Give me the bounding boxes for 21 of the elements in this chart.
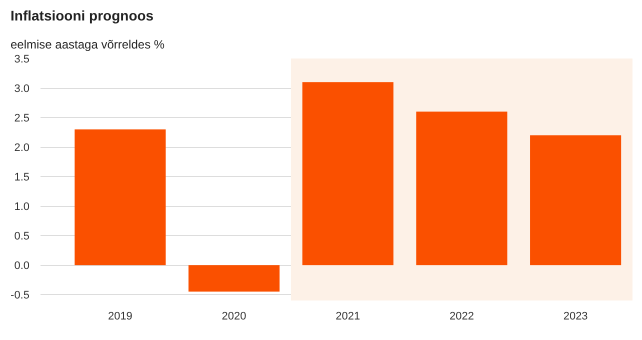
bar: [416, 112, 508, 266]
y-tick-label: 2.5: [14, 112, 30, 125]
x-tick-label: 2020: [222, 310, 246, 322]
chart-subtitle: eelmise aastaga võrreldes %: [10, 38, 165, 52]
bar: [302, 82, 394, 266]
y-tick-label: 1.0: [14, 201, 30, 214]
y-tick-label: 3.0: [14, 83, 30, 96]
y-tick-label: 0.0: [14, 260, 30, 272]
x-tick-label: 2023: [563, 310, 588, 322]
y-tick-label: 3.5: [14, 54, 30, 66]
x-tick-label: 2021: [336, 310, 360, 322]
y-tick-label: -0.5: [10, 290, 30, 302]
bar: [530, 135, 622, 266]
x-tick-label: 2022: [449, 310, 474, 322]
bar: [188, 265, 280, 292]
y-tick-label: 2.0: [14, 142, 30, 154]
y-tick-label: 1.5: [14, 172, 30, 184]
x-tick-label: 2019: [108, 310, 132, 322]
bar: [74, 129, 166, 266]
chart-title: Inflatsiooni prognoos: [10, 8, 154, 24]
y-tick-label: 0.5: [14, 230, 30, 243]
